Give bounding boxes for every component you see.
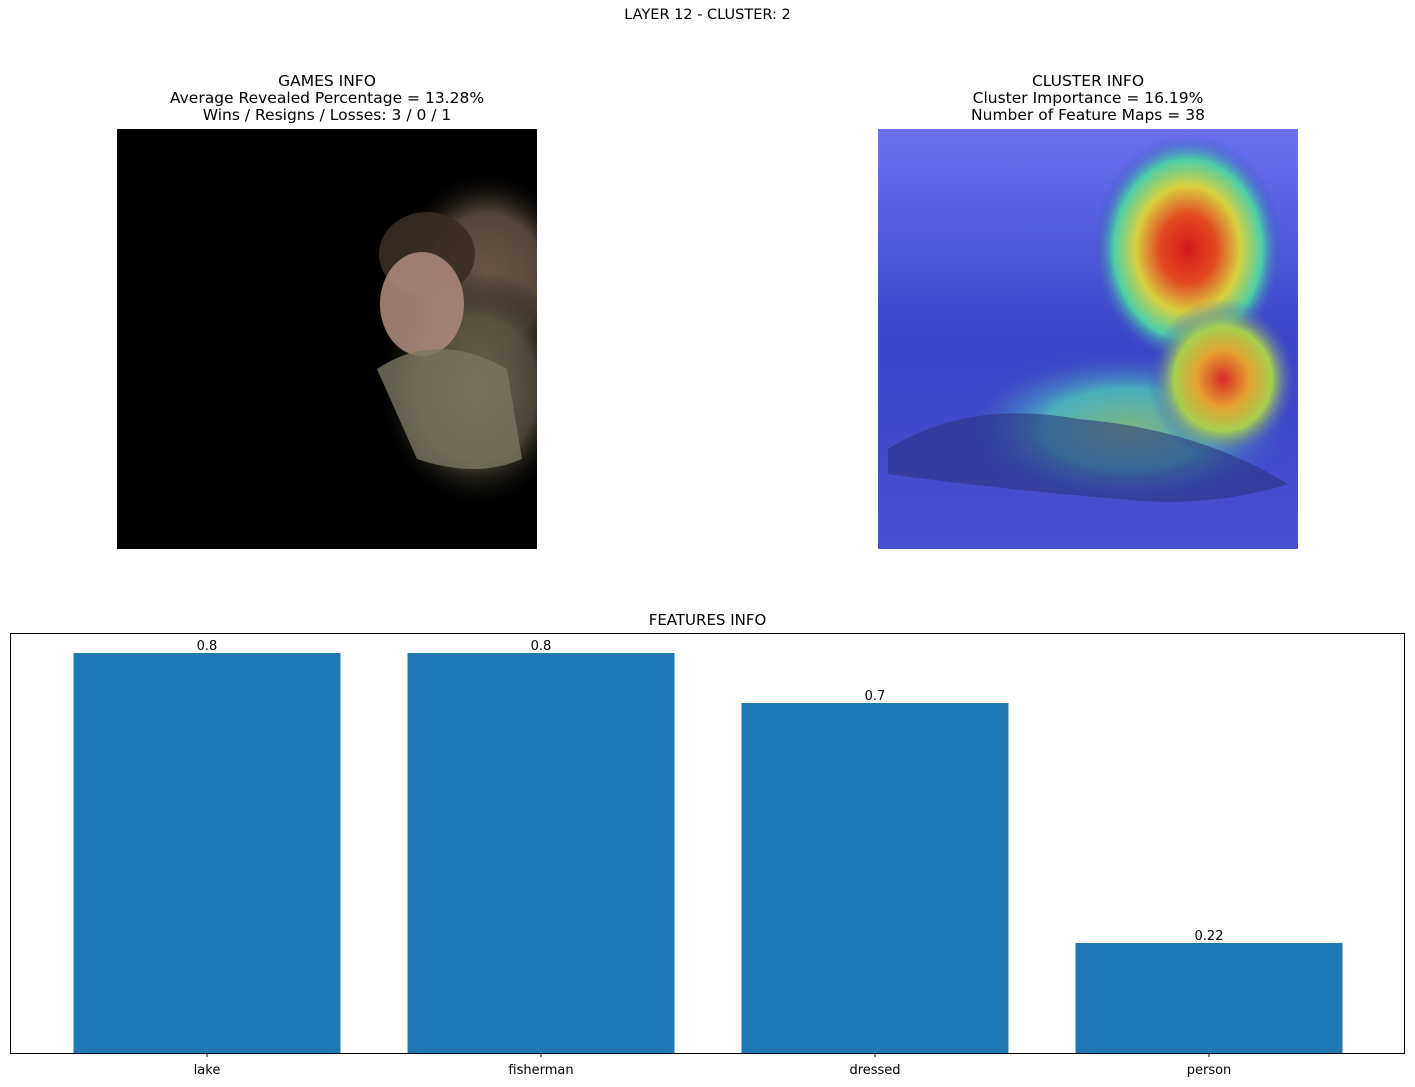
fish-silhouette bbox=[888, 413, 1288, 502]
games-info-title-block: GAMES INFO Average Revealed Percentage =… bbox=[117, 73, 537, 124]
heatmap-overlay-image bbox=[878, 129, 1298, 549]
cluster-importance-text: Cluster Importance = 16.19% bbox=[972, 89, 1204, 107]
revealed-photo-svg bbox=[117, 129, 537, 549]
features-info-title: FEATURES INFO bbox=[648, 611, 767, 629]
bar-fisherman bbox=[407, 653, 675, 1053]
games-info-heading: GAMES INFO bbox=[278, 72, 376, 90]
face-shape bbox=[380, 252, 464, 356]
x-tick-label: fisherman bbox=[508, 1063, 573, 1078]
x-tick-label: dressed bbox=[849, 1063, 900, 1078]
bar-value-label: 0.8 bbox=[531, 639, 552, 654]
revealed-percentage-text: Average Revealed Percentage = 13.28% bbox=[169, 89, 485, 107]
bar-lake bbox=[73, 653, 341, 1053]
revealed-image bbox=[117, 129, 537, 549]
cluster-info-title-block: CLUSTER INFO Cluster Importance = 16.19%… bbox=[878, 73, 1298, 124]
bar-value-label: 0.22 bbox=[1195, 929, 1224, 944]
bar-value-label: 0.7 bbox=[865, 689, 886, 704]
feature-maps-count-text: Number of Feature Maps = 38 bbox=[971, 106, 1205, 124]
bar-value-label: 0.8 bbox=[197, 639, 218, 654]
bars-group: 0.8 lake 0.8 fisherman 0.7 dressed 0.22 person bbox=[73, 639, 1343, 1078]
cluster-info-heading: CLUSTER INFO bbox=[1031, 72, 1145, 90]
figure-title: LAYER 12 - CLUSTER: 2 bbox=[624, 7, 791, 23]
wins-resigns-losses-text: Wins / Resigns / Losses: 3 / 0 / 1 bbox=[202, 106, 452, 124]
heatmap-shoulder-region bbox=[1148, 299, 1298, 459]
heatmap-svg bbox=[878, 129, 1298, 549]
jacket-shape bbox=[377, 349, 522, 469]
x-tick-label: person bbox=[1187, 1063, 1232, 1078]
bar-dressed bbox=[741, 703, 1009, 1053]
features-bar-chart: 0.8 lake 0.8 fisherman 0.7 dressed 0.22 person bbox=[10, 633, 1405, 1078]
bar-person bbox=[1075, 943, 1343, 1053]
x-tick-label: lake bbox=[194, 1063, 221, 1078]
